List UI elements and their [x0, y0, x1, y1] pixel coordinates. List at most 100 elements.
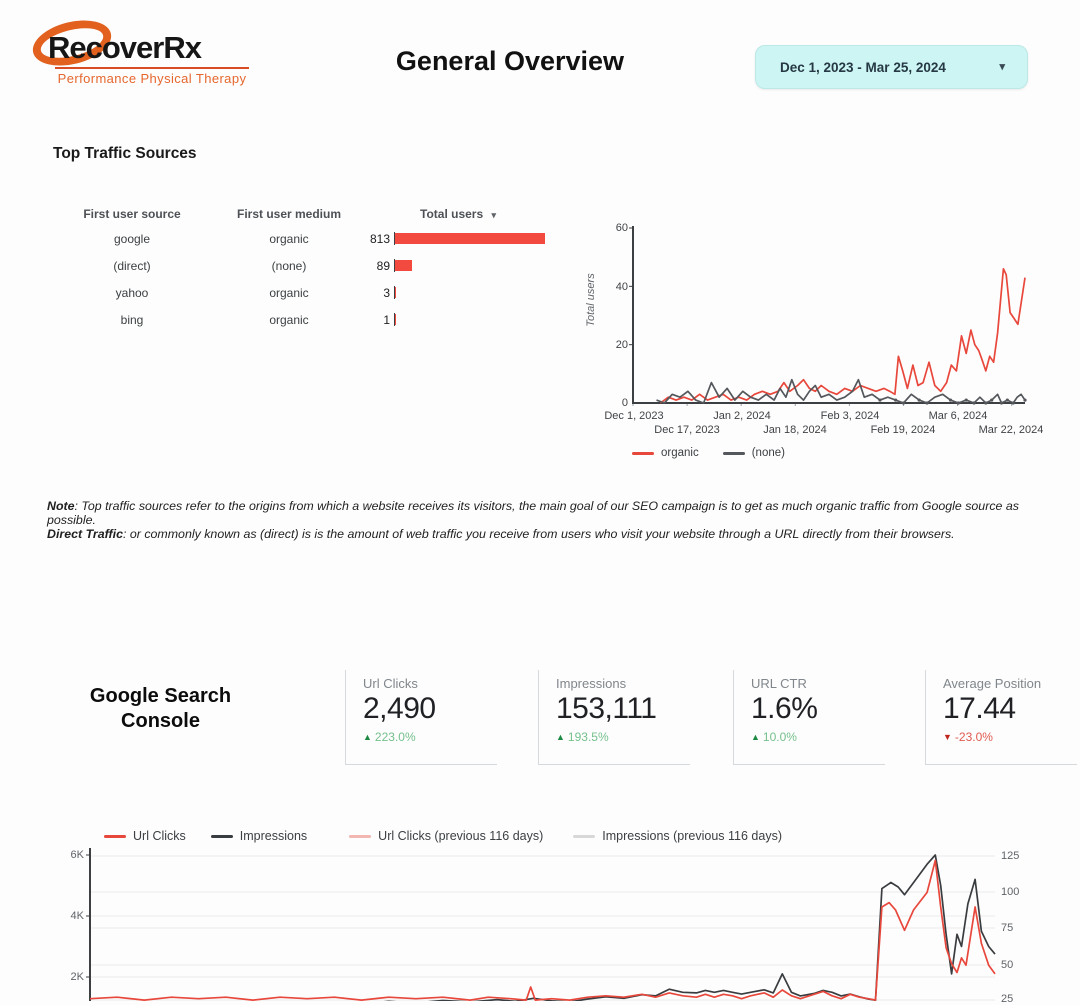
- note-label: Note: [47, 499, 75, 513]
- note-line: Direct Traffic: or commonly known as (di…: [47, 527, 955, 541]
- page-title: General Overview: [395, 46, 625, 76]
- scorecard-label: Average Position: [943, 676, 1042, 691]
- logo-underline: [55, 67, 249, 69]
- scorecard-impressions: Impressions 153,111 ▲ 193.5%: [538, 670, 690, 765]
- bar-axis-tick: [394, 286, 395, 299]
- scorecard-delta: ▲ 193.5%: [556, 730, 609, 744]
- top-chart-legend: organic (none): [632, 447, 785, 459]
- cell-users: 1: [383, 312, 390, 327]
- table-row: google organic 813: [77, 225, 637, 252]
- note-label: Direct Traffic: [47, 527, 123, 541]
- col-header-medium: First user medium: [236, 207, 342, 221]
- left-axis-tick: 6K: [70, 849, 84, 861]
- users-bar: [395, 314, 396, 325]
- scorecard-url-ctr: URL CTR 1.6% ▲ 10.0%: [733, 670, 885, 765]
- scorecard-label: URL CTR: [751, 676, 807, 691]
- scorecard-label: Impressions: [556, 676, 627, 691]
- y-tick: 20: [615, 339, 628, 351]
- total-users-line-chart: [629, 226, 1027, 406]
- x-tick: Jan 2, 2024: [713, 410, 771, 422]
- legend-label: Impressions (previous 116 days): [602, 829, 782, 843]
- x-tick: Dec 17, 2023: [654, 424, 720, 436]
- traffic-section-title: Top Traffic Sources: [53, 145, 197, 162]
- legend-dash-none: [722, 451, 745, 455]
- cell-source: google: [113, 231, 151, 246]
- col-header-total-users[interactable]: Total users ▾: [420, 207, 497, 221]
- logo-subtitle: Performance Physical Therapy: [57, 71, 247, 86]
- cell-source: bing: [120, 312, 144, 327]
- legend-label: Url Clicks (previous 116 days): [378, 829, 544, 843]
- gsc-section-title: Google Search Console: [89, 685, 232, 732]
- bar-axis-tick: [394, 313, 395, 326]
- legend-dash-url-clicks: [104, 834, 126, 838]
- legend-dash-organic: [632, 451, 654, 455]
- table-row: yahoo organic 3: [77, 279, 637, 306]
- cell-users: 89: [376, 258, 390, 273]
- cell-source: (direct): [113, 258, 151, 273]
- x-tick: Feb 3, 2024: [820, 410, 880, 422]
- scorecard-value: 153,111: [556, 692, 657, 725]
- x-tick: Feb 19, 2024: [870, 424, 936, 436]
- cell-medium: organic: [269, 231, 309, 246]
- cell-source: yahoo: [115, 285, 149, 300]
- cell-users: 813: [369, 231, 390, 246]
- cell-medium: organic: [269, 312, 309, 327]
- y-tick: 40: [615, 281, 628, 293]
- cell-medium: (none): [271, 258, 307, 273]
- y-tick: 60: [615, 222, 628, 234]
- legend-label: organic: [661, 447, 699, 459]
- right-axis-tick: 75: [1001, 922, 1014, 934]
- scorecard-value: 17.44: [943, 692, 1016, 725]
- x-tick: Dec 1, 2023: [604, 410, 664, 422]
- table-row: bing organic 1: [77, 306, 637, 333]
- traffic-table: First user source First user medium Tota…: [77, 203, 637, 333]
- legend-label: (none): [751, 447, 785, 459]
- scorecard-delta: ▼ -23.0%: [943, 730, 993, 744]
- date-range-value: Dec 1, 2023 - Mar 25, 2024: [780, 59, 946, 75]
- cell-medium: organic: [269, 285, 309, 300]
- right-axis-tick: 50: [1001, 959, 1014, 971]
- legend-dash-impressions-prev: [573, 834, 596, 838]
- bar-axis-tick: [394, 259, 395, 272]
- users-bar: [395, 260, 412, 271]
- cell-users: 3: [383, 285, 390, 300]
- trend-down-icon: ▼: [943, 732, 952, 742]
- scorecard-label: Url Clicks: [363, 676, 418, 691]
- traffic-table-header: First user source First user medium Tota…: [77, 203, 637, 225]
- left-axis-tick: 4K: [70, 910, 84, 922]
- logo: RecoverRx Performance Physical Therapy: [28, 12, 268, 92]
- scorecard-value: 2,490: [363, 692, 436, 725]
- trend-up-icon: ▲: [751, 732, 760, 742]
- col-header-source: First user source: [83, 207, 181, 221]
- legend-label: Impressions: [239, 829, 308, 843]
- scorecard-delta: ▲ 10.0%: [751, 730, 797, 744]
- left-axis-tick: 2K: [70, 971, 84, 983]
- scorecard-value: 1.6%: [751, 692, 818, 725]
- sort-caret-icon[interactable]: ▾: [491, 210, 497, 220]
- scorecard-url-clicks: Url Clicks 2,490 ▲ 223.0%: [345, 670, 497, 765]
- date-range-picker[interactable]: Dec 1, 2023 - Mar 25, 2024 ▾: [755, 45, 1028, 89]
- trend-up-icon: ▲: [363, 732, 372, 742]
- legend-dash-impressions: [210, 834, 233, 838]
- trend-up-icon: ▲: [556, 732, 565, 742]
- x-tick: Mar 6, 2024: [928, 410, 988, 422]
- bar-axis-tick: [394, 232, 395, 245]
- users-bar: [395, 287, 396, 298]
- bottom-chart-legend: Url Clicks Impressions Url Clicks (previ…: [104, 829, 782, 843]
- right-axis-tick: 100: [1001, 886, 1020, 898]
- legend-dash-url-clicks-prev: [349, 834, 372, 838]
- y-tick: 0: [621, 397, 628, 409]
- note-line: Note: Top traffic sources refer to the o…: [47, 499, 1019, 527]
- x-tick: Jan 18, 2024: [763, 424, 827, 436]
- users-bar: [395, 233, 545, 244]
- caret-down-icon[interactable]: ▾: [999, 61, 1005, 73]
- legend-label: Url Clicks: [133, 829, 186, 843]
- notes: Note: Top traffic sources refer to the o…: [47, 499, 1069, 541]
- right-axis-tick: 25: [1001, 993, 1014, 1005]
- logo-title: RecoverRx: [48, 30, 202, 65]
- scorecard-delta: ▲ 223.0%: [363, 730, 416, 744]
- x-tick: Mar 22, 2024: [978, 424, 1044, 436]
- table-row: (direct) (none) 89: [77, 252, 637, 279]
- scorecard-average-position: Average Position 17.44 ▼ -23.0%: [925, 670, 1077, 765]
